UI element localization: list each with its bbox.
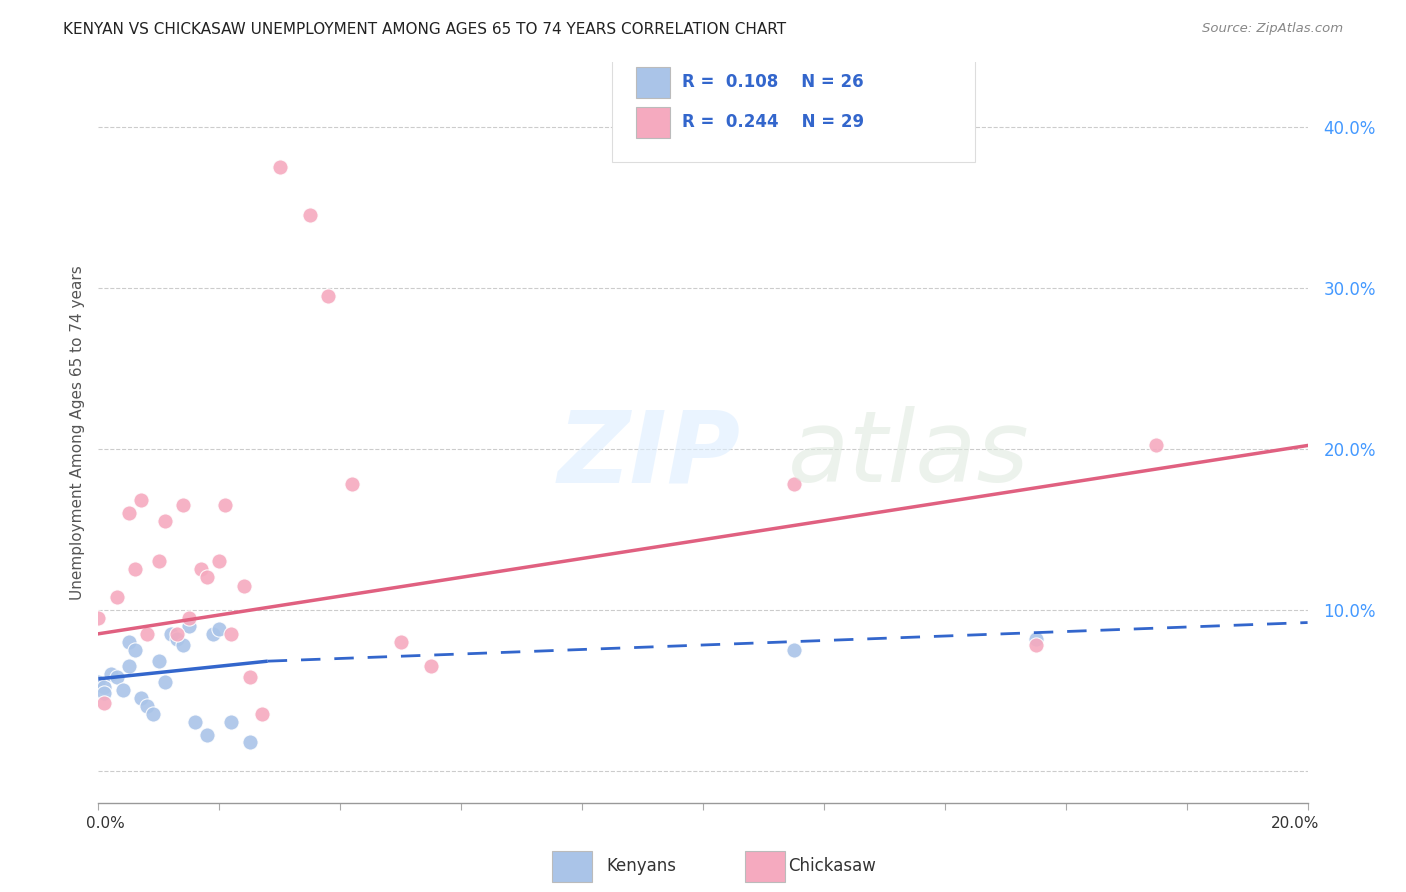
Point <box>87 675 110 690</box>
Point <box>214 498 236 512</box>
Point <box>105 590 128 604</box>
Point <box>190 562 212 576</box>
Text: atlas: atlas <box>787 407 1029 503</box>
Point <box>208 622 231 636</box>
Point <box>269 160 291 174</box>
Point <box>184 715 207 730</box>
Point <box>160 627 183 641</box>
Bar <box>745 851 785 882</box>
Bar <box>637 67 671 98</box>
Text: Source: ZipAtlas.com: Source: ZipAtlas.com <box>1202 22 1343 36</box>
Point <box>148 554 170 568</box>
Point <box>299 208 322 222</box>
Point <box>420 659 443 673</box>
Point <box>239 670 262 684</box>
Point <box>100 667 122 681</box>
Point <box>783 477 806 491</box>
Point <box>129 493 152 508</box>
Point <box>221 627 243 641</box>
Point <box>87 610 110 624</box>
Point <box>172 498 194 512</box>
Point <box>239 734 262 748</box>
Point <box>93 680 115 694</box>
Text: ZIP: ZIP <box>558 407 741 503</box>
Point <box>118 506 141 520</box>
Point <box>342 477 364 491</box>
Text: 20.0%: 20.0% <box>1271 815 1320 830</box>
Point <box>1144 438 1167 452</box>
Point <box>208 554 231 568</box>
Point <box>221 715 243 730</box>
Point <box>316 289 339 303</box>
Y-axis label: Unemployment Among Ages 65 to 74 years: Unemployment Among Ages 65 to 74 years <box>69 265 84 600</box>
Point <box>783 643 806 657</box>
Point <box>172 638 194 652</box>
Point <box>111 683 134 698</box>
Point <box>93 696 115 710</box>
Point <box>118 659 141 673</box>
Point <box>124 562 146 576</box>
Text: KENYAN VS CHICKASAW UNEMPLOYMENT AMONG AGES 65 TO 74 YEARS CORRELATION CHART: KENYAN VS CHICKASAW UNEMPLOYMENT AMONG A… <box>63 22 786 37</box>
Point <box>195 570 218 584</box>
Text: Chickasaw: Chickasaw <box>787 856 876 875</box>
Point <box>135 627 157 641</box>
Point <box>1024 638 1046 652</box>
Point <box>166 632 188 646</box>
Bar <box>551 851 592 882</box>
Text: R =  0.244    N = 29: R = 0.244 N = 29 <box>682 113 865 131</box>
Point <box>179 610 201 624</box>
Point <box>1024 632 1046 646</box>
Point <box>148 654 170 668</box>
Point <box>153 514 176 528</box>
Point <box>118 635 141 649</box>
Point <box>105 670 128 684</box>
Point <box>179 619 201 633</box>
Bar <box>637 107 671 138</box>
FancyBboxPatch shape <box>613 47 976 162</box>
Point <box>135 699 157 714</box>
Point <box>232 578 254 592</box>
Point <box>195 728 218 742</box>
Point <box>153 675 176 690</box>
Point <box>93 686 115 700</box>
Point <box>202 627 225 641</box>
Point <box>129 691 152 706</box>
Text: R =  0.108    N = 26: R = 0.108 N = 26 <box>682 73 865 91</box>
Text: Kenyans: Kenyans <box>606 856 676 875</box>
Point <box>124 643 146 657</box>
Text: 0.0%: 0.0% <box>86 815 125 830</box>
Point <box>250 707 273 722</box>
Point <box>389 635 412 649</box>
Point <box>166 627 188 641</box>
Point <box>142 707 165 722</box>
